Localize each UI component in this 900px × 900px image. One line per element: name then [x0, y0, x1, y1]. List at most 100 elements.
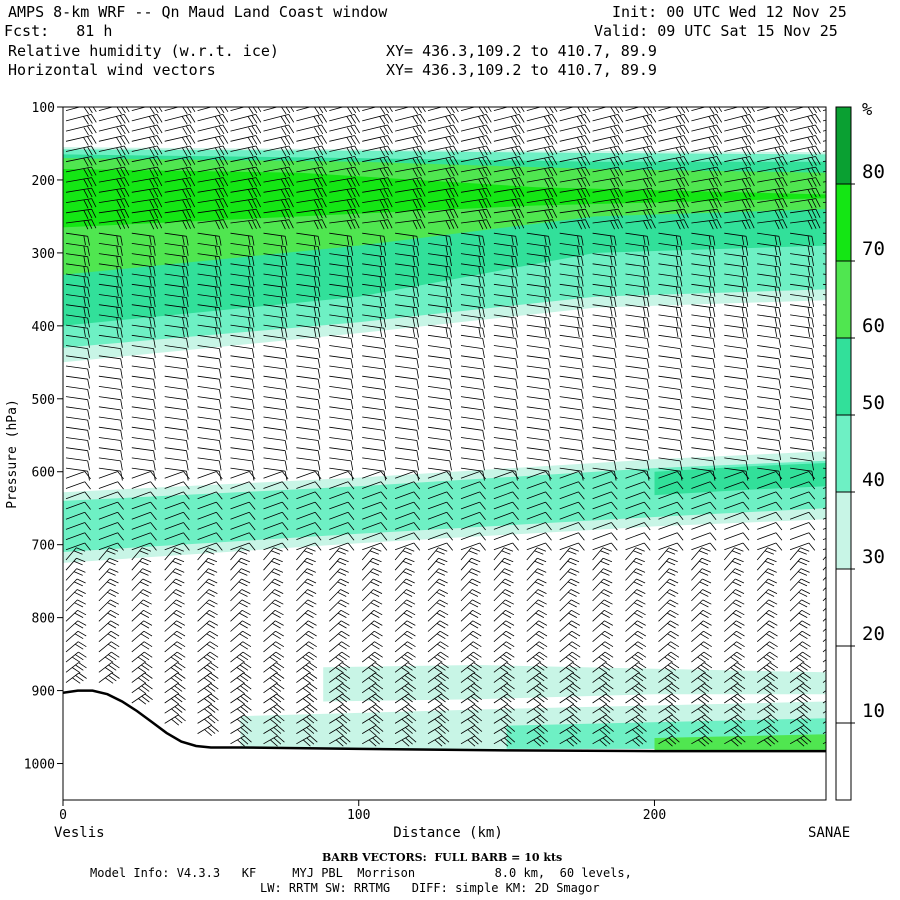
wind-barb [526, 166, 558, 177]
wind-barb [329, 107, 360, 115]
wind-barb [724, 166, 755, 177]
wind-barb [460, 243, 485, 256]
right-endpoint-label: SANAE [808, 825, 850, 841]
wind-barb [427, 314, 452, 328]
wind-barb [296, 416, 321, 430]
wind-barb [493, 501, 519, 510]
terrain-fill [63, 692, 826, 800]
wind-barb [230, 406, 255, 420]
wind-barb [263, 641, 285, 653]
wind-barb [98, 156, 130, 167]
wind-barb [559, 547, 579, 561]
wind-barb [65, 396, 90, 410]
wind-barb [427, 589, 448, 602]
wind-barb [98, 511, 124, 520]
wind-barb [658, 253, 683, 267]
wind-barb [131, 511, 157, 520]
wind-barb [691, 457, 716, 471]
wind-barb [493, 641, 515, 653]
wind-barb [131, 426, 156, 440]
wind-barb [724, 135, 755, 146]
wind-barb [230, 568, 251, 581]
wind-barb [790, 124, 821, 136]
wind-barb [65, 457, 90, 471]
wind-barb [296, 294, 321, 307]
wind-barb [427, 156, 459, 167]
wind-barb [822, 566, 826, 571]
wind-barb [757, 511, 783, 520]
wind-barb [625, 491, 651, 500]
wind-barb [790, 386, 814, 399]
wind-barb [790, 314, 814, 328]
wind-barb [427, 135, 459, 146]
wind-barb [263, 557, 283, 571]
wind-barb [691, 662, 713, 674]
wind-barb [526, 589, 547, 602]
wind-barb [296, 177, 327, 188]
wind-barb [756, 599, 778, 612]
wind-barb [460, 501, 486, 510]
wind-barb [197, 283, 222, 297]
wind-barb [230, 557, 250, 571]
wind-barb [526, 672, 548, 684]
wind-barb [493, 609, 515, 622]
wind-barb [526, 156, 558, 167]
wind-barb [362, 166, 393, 177]
wind-barb [658, 542, 684, 551]
wind-barb [592, 735, 614, 747]
wind-barb [691, 294, 716, 307]
wind-barb [230, 198, 261, 209]
wind-barb [658, 334, 683, 348]
wind-barb [395, 416, 419, 430]
wind-barb [691, 542, 717, 551]
wind-barb [658, 208, 689, 219]
wind-barb [592, 501, 618, 510]
wind-barb [789, 522, 816, 531]
wind-barb [329, 294, 354, 307]
wind-barb [658, 386, 683, 399]
wind-barb [691, 651, 713, 663]
wind-barb [98, 542, 124, 551]
y-tick-label: 100 [32, 101, 55, 116]
wind-barb [164, 609, 185, 622]
wind-barb [526, 651, 548, 663]
wind-barb [559, 345, 584, 358]
wind-barb [230, 447, 255, 461]
wind-barb [394, 609, 416, 622]
wind-barb [691, 107, 723, 115]
wind-barb [362, 124, 393, 136]
wind-barb [756, 620, 778, 632]
wind-barb [493, 187, 525, 198]
wind-barb [329, 324, 354, 338]
wind-barb [493, 416, 518, 430]
wind-barb [296, 609, 317, 622]
wind-barb [65, 386, 90, 399]
wind-barb [164, 107, 196, 115]
wind-barb [789, 651, 811, 663]
wind-barb [691, 578, 712, 591]
wind-barb [329, 386, 354, 399]
wind-barb [493, 511, 519, 520]
wind-barb [427, 375, 452, 389]
wind-barb [197, 314, 222, 328]
wind-barb [427, 501, 454, 510]
wind-barb [131, 273, 156, 287]
wind-barb [329, 609, 350, 622]
wind-barb [98, 532, 124, 541]
wind-barb [691, 589, 712, 602]
wind-barb [691, 471, 717, 480]
wind-barb [493, 735, 516, 747]
wind-barb [230, 166, 262, 177]
wind-barb [98, 324, 123, 338]
wind-barb [197, 304, 222, 318]
wind-barb [65, 114, 97, 125]
wind-barb [131, 447, 156, 461]
wind-barb [427, 725, 450, 737]
wind-barb [65, 345, 90, 358]
wind-barb [362, 447, 387, 461]
wind-barb [691, 334, 716, 348]
wind-barb [361, 630, 383, 643]
wind-barb [131, 501, 157, 510]
wind-barb [131, 386, 156, 399]
wind-barb [691, 396, 716, 410]
